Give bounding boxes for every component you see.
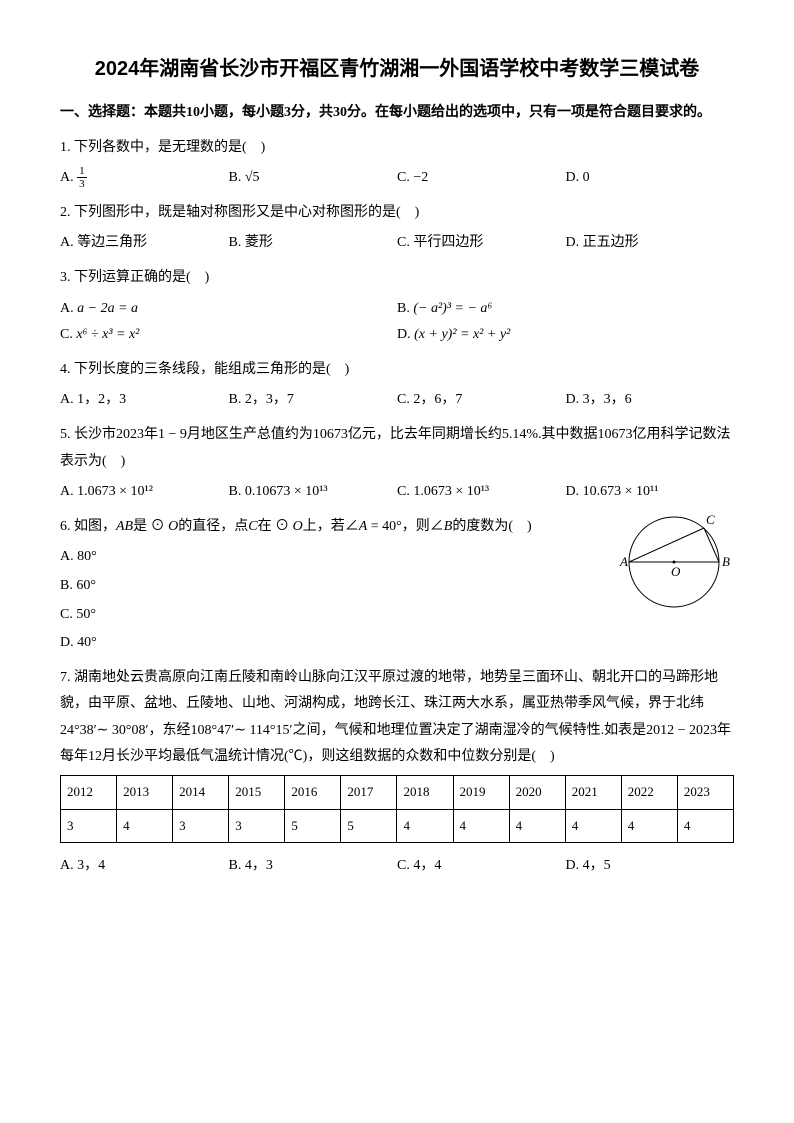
q5-options: A. 1.0673 × 10¹² B. 0.10673 × 10¹³ C. 1.… <box>60 479 734 506</box>
table-cell: 3 <box>229 809 285 843</box>
q7-table: 2012201320142015201620172018201920202021… <box>60 775 734 843</box>
table-cell: 2012 <box>61 776 117 810</box>
q6-figure: A B C O <box>614 504 734 625</box>
q7-optC: C. 4，4 <box>397 853 566 880</box>
table-cell: 2018 <box>397 776 453 810</box>
section-1-header: 一、选择题：本题共10小题，每小题3分，共30分。在每小题给出的选项中，只有一项… <box>60 100 734 127</box>
table-cell: 2022 <box>621 776 677 810</box>
table-cell: 2013 <box>117 776 173 810</box>
q4-optC: C. 2，6，7 <box>397 387 566 414</box>
q2-options: A. 等边三角形 B. 菱形 C. 平行四边形 D. 正五边形 <box>60 230 734 257</box>
q1-optC: C. −2 <box>397 165 566 192</box>
q4-text: 4. 下列长度的三条线段，能组成三角形的是( ) <box>60 357 734 384</box>
table-cell: 2017 <box>341 776 397 810</box>
q3-optA: A. a − 2a = a <box>60 296 397 323</box>
q7-optB: B. 4，3 <box>229 853 398 880</box>
q3-optB: B. (− a²)³ = − a⁶ <box>397 296 734 323</box>
table-cell: 2014 <box>173 776 229 810</box>
q5-text: 5. 长沙市2023年1 − 9月地区生产总值约为10673亿元，比去年同期增长… <box>60 422 734 475</box>
table-cell: 4 <box>509 809 565 843</box>
q4-options: A. 1，2，3 B. 2，3，7 C. 2，6，7 D. 3，3，6 <box>60 387 734 414</box>
table-cell: 2023 <box>677 776 733 810</box>
q7-optA: A. 3，4 <box>60 853 229 880</box>
q4-optD: D. 3，3，6 <box>566 387 735 414</box>
q1-text: 1. 下列各数中，是无理数的是( ) <box>60 135 734 162</box>
table-cell: 4 <box>621 809 677 843</box>
q2-optA: A. 等边三角形 <box>60 230 229 257</box>
q2-text: 2. 下列图形中，既是轴对称图形又是中心对称图形的是( ) <box>60 200 734 227</box>
figure-label-O: O <box>671 564 681 579</box>
table-cell: 5 <box>341 809 397 843</box>
q3-optC: C. x⁶ ÷ x³ = x² <box>60 322 397 349</box>
table-cell: 4 <box>565 809 621 843</box>
table-cell: 4 <box>397 809 453 843</box>
table-cell: 4 <box>117 809 173 843</box>
table-cell: 3 <box>173 809 229 843</box>
table-row-years: 2012201320142015201620172018201920202021… <box>61 776 734 810</box>
q5-optD: D. 10.673 × 10¹¹ <box>566 479 735 506</box>
q7-optD: D. 4，5 <box>566 853 735 880</box>
q3-options: A. a − 2a = a B. (− a²)³ = − a⁶ C. x⁶ ÷ … <box>60 296 734 349</box>
figure-label-A: A <box>619 554 628 569</box>
table-cell: 3 <box>61 809 117 843</box>
q1-optA: A. 13 <box>60 165 229 192</box>
q7-options: A. 3，4 B. 4，3 C. 4，4 D. 4，5 <box>60 853 734 880</box>
q4-optA: A. 1，2，3 <box>60 387 229 414</box>
table-cell: 2016 <box>285 776 341 810</box>
q4-optB: B. 2，3，7 <box>229 387 398 414</box>
table-cell: 4 <box>677 809 733 843</box>
q1-optD: D. 0 <box>566 165 735 192</box>
figure-label-B: B <box>722 554 730 569</box>
table-cell: 2020 <box>509 776 565 810</box>
q1-options: A. 13 B. √5 C. −2 D. 0 <box>60 165 734 192</box>
q3-optD: D. (x + y)² = x² + y² <box>397 322 734 349</box>
table-cell: 4 <box>453 809 509 843</box>
q2-optD: D. 正五边形 <box>566 230 735 257</box>
q5-optA: A. 1.0673 × 10¹² <box>60 479 229 506</box>
table-cell: 2015 <box>229 776 285 810</box>
q5-optB: B. 0.10673 × 10¹³ <box>229 479 398 506</box>
q6-optD: D. 40° <box>60 630 734 657</box>
q2-optB: B. 菱形 <box>229 230 398 257</box>
table-cell: 5 <box>285 809 341 843</box>
q7-text: 7. 湖南地处云贵高原向江南丘陵和南岭山脉向江汉平原过渡的地带，地势呈三面环山、… <box>60 665 734 771</box>
q2-optC: C. 平行四边形 <box>397 230 566 257</box>
q3-text: 3. 下列运算正确的是( ) <box>60 265 734 292</box>
exam-title: 2024年湖南省长沙市开福区青竹湖湘一外国语学校中考数学三模试卷 <box>60 50 734 88</box>
q1-optB: B. √5 <box>229 165 398 192</box>
table-row-values: 343355444444 <box>61 809 734 843</box>
table-cell: 2021 <box>565 776 621 810</box>
table-cell: 2019 <box>453 776 509 810</box>
q5-optC: C. 1.0673 × 10¹³ <box>397 479 566 506</box>
figure-label-C: C <box>706 512 715 527</box>
